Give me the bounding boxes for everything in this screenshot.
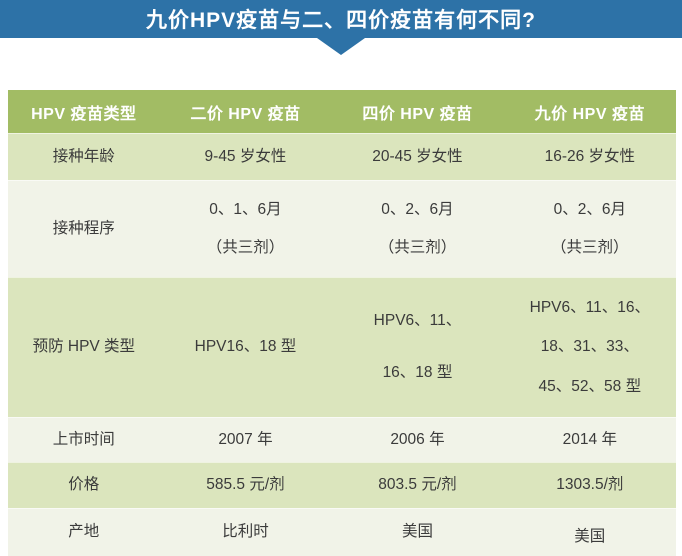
cell-line: 0、1、6月 xyxy=(209,200,282,218)
table-cell: 803.5 元/剂 xyxy=(331,463,503,508)
cell-line: HPV16、18 型 xyxy=(194,338,297,356)
row-label: 预防 HPV 类型 xyxy=(32,338,136,356)
table-cell: 比利时 xyxy=(160,509,332,556)
title-banner: 九价HPV疫苗与二、四价疫苗有何不同? xyxy=(0,0,682,38)
cell-line: 0、2、6月 xyxy=(381,200,454,218)
table-row: 产地 比利时 美国 美国 xyxy=(8,508,676,556)
cell-line: 20-45 岁女性 xyxy=(372,147,463,165)
header-cell: 四价 HPV 疫苗 xyxy=(362,105,473,123)
cell-line: HPV6、11、 xyxy=(373,311,462,329)
cell-line: 803.5 元/剂 xyxy=(378,476,457,494)
cell-line: （共三剂） xyxy=(378,238,457,256)
cell-line: 2006 年 xyxy=(390,430,445,448)
cell-line: 美国 xyxy=(401,523,433,541)
table-header-row: HPV 疫苗类型 二价 HPV 疫苗 四价 HPV 疫苗 九价 HPV 疫苗 xyxy=(8,90,676,133)
cell-line: （共三剂） xyxy=(206,238,285,256)
table-cell: 16-26 岁女性 xyxy=(504,134,676,180)
table-cell: 9-45 岁女性 xyxy=(160,134,332,180)
cell-line: 18、31、33、 xyxy=(540,338,639,356)
cell-line: （共三剂） xyxy=(551,238,629,256)
row-label: 接种年龄 xyxy=(52,147,115,165)
row-label: 接种程序 xyxy=(52,219,115,237)
table-cell: HPV6、11、16、 18、31、33、 45、52、58 型 xyxy=(504,278,676,417)
table-row: 接种程序 0、1、6月 （共三剂） 0、2、6月 （共三剂） 0、2、6月 （共三剂） xyxy=(8,180,676,277)
cell-line: 16-26 岁女性 xyxy=(544,147,636,165)
cell-line: 2014 年 xyxy=(562,430,617,448)
table-cell: HPV6、11、 16、18 型 xyxy=(331,278,503,417)
cell-line: 585.5 元/剂 xyxy=(206,476,285,494)
table-row: 上市时间 2007 年 2006 年 2014 年 xyxy=(8,417,676,462)
table-row: 接种年龄 9-45 岁女性 20-45 岁女性 16-26 岁女性 xyxy=(8,133,676,180)
table-cell: 1303.5/剂 xyxy=(504,463,676,508)
table-cell: 0、2、6月 （共三剂） xyxy=(331,181,503,277)
table-row: 价格 585.5 元/剂 803.5 元/剂 1303.5/剂 xyxy=(8,462,676,508)
table-cell: 美国 xyxy=(504,509,676,556)
cell-line: 0、2、6月 xyxy=(553,200,626,218)
comparison-table: HPV 疫苗类型 二价 HPV 疫苗 四价 HPV 疫苗 九价 HPV 疫苗 接种年龄… xyxy=(8,90,676,556)
table-cell: 2007 年 xyxy=(160,418,332,462)
cell-line: 美国 xyxy=(574,528,606,546)
row-label: 产地 xyxy=(68,523,100,541)
cell-line: 比利时 xyxy=(222,523,269,541)
cell-line: 9-45 岁女性 xyxy=(204,147,287,165)
table-cell: HPV16、18 型 xyxy=(160,278,332,417)
cell-line: HPV6、11、16、 xyxy=(529,298,650,316)
table-body: 接种年龄 9-45 岁女性 20-45 岁女性 16-26 岁女性接种程序 0、1、6月… xyxy=(8,133,676,556)
table-cell: 2006 年 xyxy=(331,418,503,462)
header-cell-vaccine-type: HPV 疫苗类型 xyxy=(31,105,137,123)
cell-line: 1303.5/剂 xyxy=(556,476,624,494)
header-cell: 二价 HPV 疫苗 xyxy=(190,105,301,123)
cell-line: 45、52、58 型 xyxy=(538,377,642,395)
table-row: 预防 HPV 类型 HPV16、18 型 HPV6、11、 16、18 型 HPV6、1… xyxy=(8,277,676,417)
header-cell: 九价 HPV 疫苗 xyxy=(534,105,645,123)
table-cell: 585.5 元/剂 xyxy=(160,463,332,508)
row-label: 上市时间 xyxy=(52,430,115,448)
table-cell: 20-45 岁女性 xyxy=(331,134,503,180)
table-cell: 0、2、6月 （共三剂） xyxy=(504,181,676,277)
table-cell: 美国 xyxy=(331,509,503,556)
table-cell: 0、1、6月 （共三剂） xyxy=(160,181,332,277)
page-title: 九价HPV疫苗与二、四价疫苗有何不同? xyxy=(145,9,536,32)
cell-line: 2007 年 xyxy=(218,430,273,448)
banner-pointer-triangle xyxy=(317,38,365,55)
cell-line: 16、18 型 xyxy=(382,364,453,382)
table-cell: 2014 年 xyxy=(504,418,676,462)
row-label: 价格 xyxy=(68,476,100,494)
